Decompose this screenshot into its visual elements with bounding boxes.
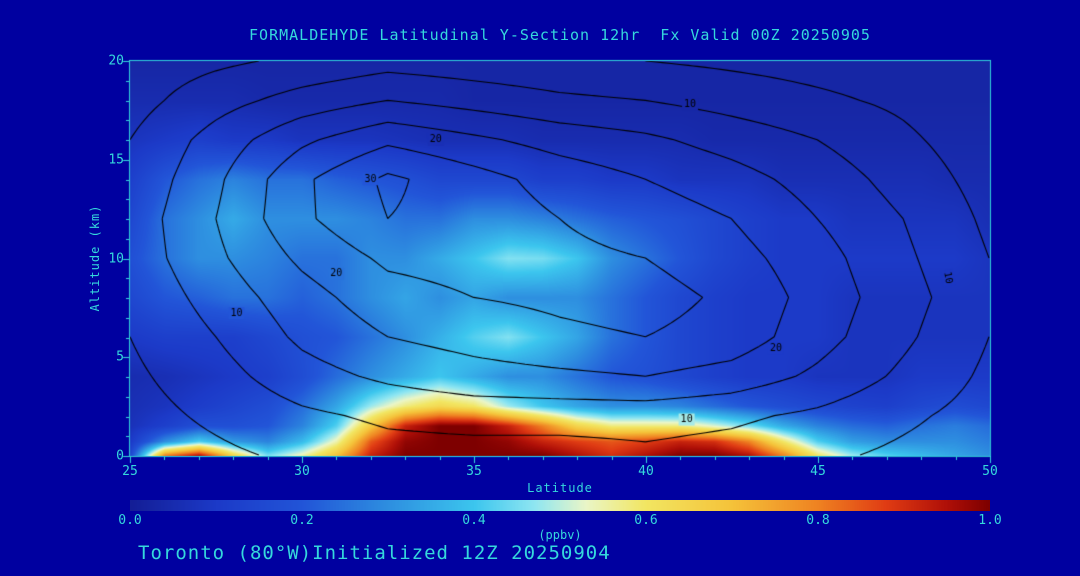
x-tick-label: 45 [810, 464, 826, 479]
x-tick-label: 35 [466, 464, 482, 479]
x-tick-label: 30 [294, 464, 310, 479]
y-tick-label: 0 [116, 448, 124, 464]
colorbar-canvas [130, 500, 990, 511]
y-tick-label: 10 [108, 251, 124, 266]
y-axis-title: Altitude (km) [88, 204, 102, 312]
x-tick-label: 50 [982, 464, 998, 479]
y-tick-label: 5 [116, 349, 124, 365]
x-axis-title: Latitude [527, 481, 593, 495]
colorbar-unit-label: (ppbv) [538, 528, 582, 542]
colorbar-tick-label: 0.2 [290, 513, 314, 528]
colorbar-tick-label: 1.0 [978, 513, 1002, 528]
x-tick-label: 25 [122, 464, 138, 479]
colorbar-tick-label: 0.8 [806, 513, 830, 528]
colorbar-tick-label: 0.4 [462, 513, 486, 528]
y-tick-label: 15 [108, 152, 124, 168]
model-run-info: Toronto (80°W)Initialized 12Z 20250904 [138, 542, 611, 564]
colorbar-tick-label: 0.0 [118, 513, 142, 528]
x-tick-label: 40 [638, 464, 654, 479]
colorbar-tick-label: 0.6 [634, 513, 658, 528]
y-tick-label: 20 [108, 53, 124, 69]
